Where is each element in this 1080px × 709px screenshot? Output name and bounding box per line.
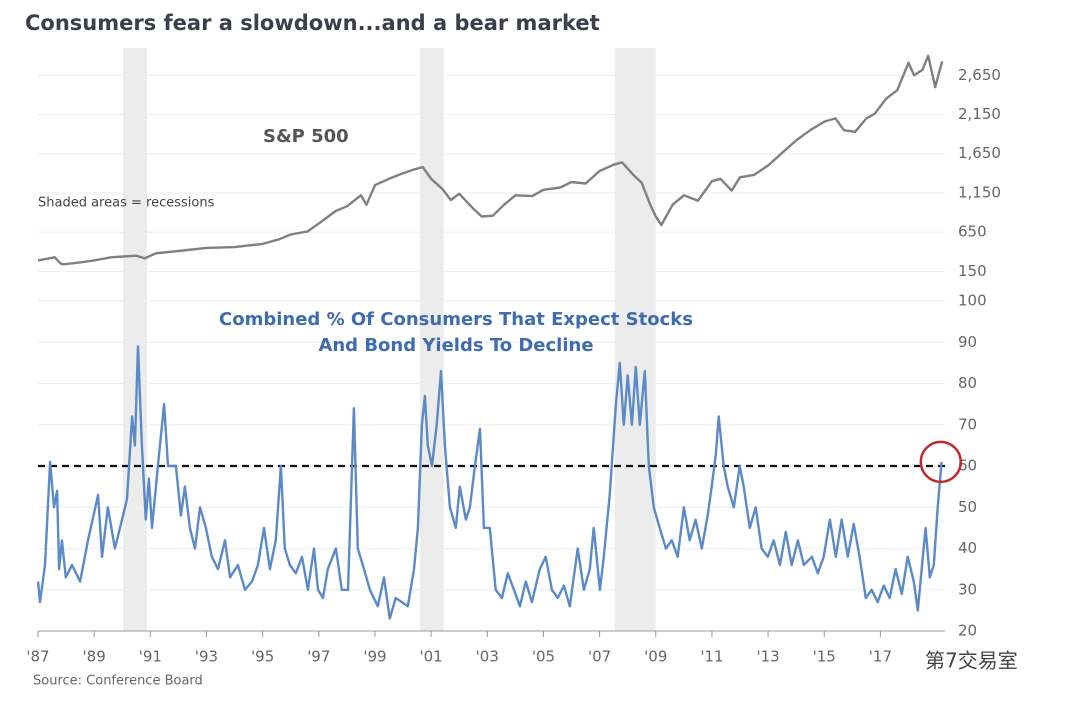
y-tick-label: 650 <box>958 223 987 241</box>
x-tick-label: '97 <box>307 648 330 666</box>
y-tick-label: 40 <box>958 539 977 557</box>
series-line <box>37 54 944 266</box>
watermark: 第7交易室 <box>925 649 1018 673</box>
x-tick-label: '01 <box>420 648 443 666</box>
y-tick-label: 60 <box>958 457 977 475</box>
chart-title: Consumers fear a slowdown...and a bear m… <box>25 11 600 35</box>
panel-title: And Bond Yields To Decline <box>318 335 593 356</box>
note: Shaded areas = recessions <box>38 196 215 211</box>
y-tick-label: 2,150 <box>958 105 1001 123</box>
x-tick-label: '95 <box>251 648 274 666</box>
series-label: S&P 500 <box>263 126 349 147</box>
y-tick-label: 50 <box>958 498 977 516</box>
y-tick-label: 1,650 <box>958 144 1001 162</box>
x-tick-label: '87 <box>26 648 49 666</box>
x-tick-label: '99 <box>363 648 386 666</box>
y-tick-label: 2,650 <box>958 66 1001 84</box>
y-tick-label: 80 <box>958 374 977 392</box>
recession-band <box>614 48 656 631</box>
x-tick-label: '15 <box>813 648 836 666</box>
x-tick-label: '09 <box>644 648 667 666</box>
x-tick-label: '07 <box>588 648 611 666</box>
x-tick-label: '05 <box>532 648 555 666</box>
y-tick-label: 1,150 <box>958 183 1001 201</box>
x-tick-label: '93 <box>195 648 218 666</box>
x-tick-label: '03 <box>476 648 499 666</box>
y-tick-label: 100 <box>958 292 987 310</box>
panel-title: Combined % Of Consumers That Expect Stoc… <box>219 309 693 330</box>
x-tick-label: '91 <box>139 648 162 666</box>
x-tick-label: '11 <box>700 648 723 666</box>
y-tick-label: 90 <box>958 333 977 351</box>
highlight-circle <box>919 440 963 484</box>
y-tick-label: 70 <box>958 415 977 433</box>
y-tick-label: 150 <box>958 262 987 280</box>
recession-band <box>419 48 444 631</box>
x-tick-label: '89 <box>83 648 106 666</box>
x-tick-label: '17 <box>869 648 892 666</box>
series-line <box>36 345 943 620</box>
y-tick-label: 30 <box>958 580 977 598</box>
y-tick-label: 20 <box>958 622 977 640</box>
recession-band <box>123 48 147 631</box>
source: Source: Conference Board <box>33 674 203 689</box>
x-tick-label: '13 <box>756 648 779 666</box>
